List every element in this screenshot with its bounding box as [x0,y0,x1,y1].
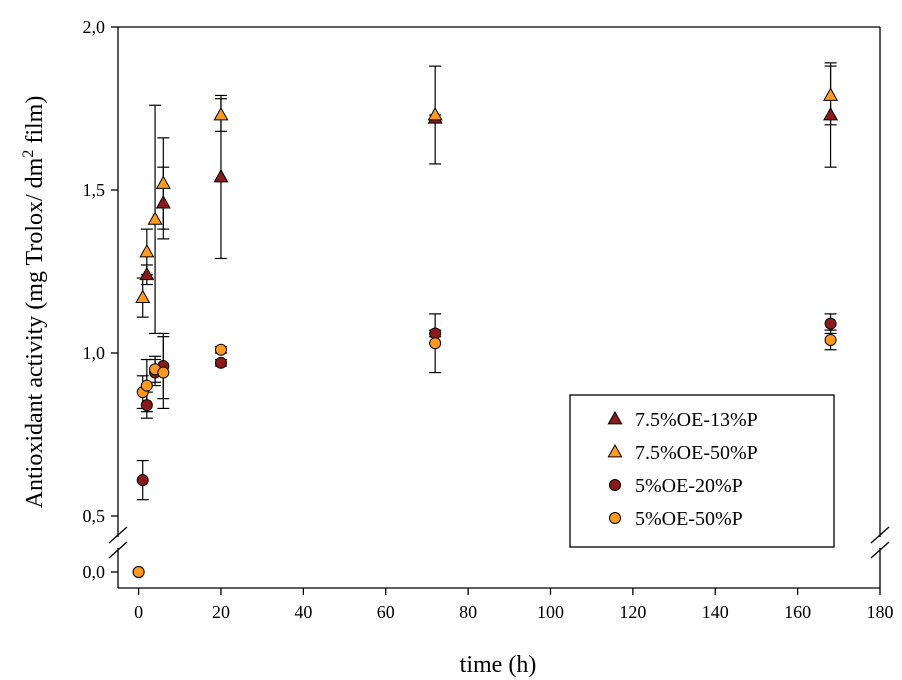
data-point-triangle [135,289,151,303]
axis-break-mark-left-a [108,526,128,544]
axis-break-mark-left-b [108,541,128,559]
x-axis-title: time (h) [460,652,537,678]
data-point-triangle [427,106,443,121]
legend-label: 5%OE-20%P [635,475,743,497]
y-tick-label: 1,0 [83,343,106,363]
data-point-circle [140,399,153,412]
data-point-triangle [155,195,171,209]
x-tick-label: 100 [537,602,564,622]
x-tick-label: 20 [212,602,230,622]
legend-marker-triangle [607,443,623,458]
data-point-circle [429,337,442,350]
legend-label: 7.5%OE-13%P [635,409,758,431]
data-point-circle [824,317,837,330]
data-point-circle [824,333,837,346]
data-point-circle [214,343,227,356]
data-point-triangle [155,175,171,189]
data-point-triangle [147,211,163,225]
x-tick-label: 140 [702,602,729,622]
x-tick-label: 120 [619,602,646,622]
x-tick-label: 40 [294,602,312,622]
x-tick-label: 160 [784,602,811,622]
y-axis-title-tail: film) [22,96,48,150]
y-axis-title-superscript: 2 [20,150,37,158]
plot-frame [108,26,890,589]
data-point-triangle [139,266,155,281]
y-axis: 0,0 0,5 1,0 1,5 2,0 [83,17,118,582]
data-point-circle [140,379,153,392]
y-tick-label: 1,5 [83,180,106,200]
x-tick-label: 80 [459,602,477,622]
data-point-triangle [823,87,839,101]
legend-marker-circle [609,512,621,524]
axis-break-mark-right-b [870,541,890,559]
legend-label: 5%OE-50%P [635,508,743,530]
data-point-triangle [213,106,229,121]
legend-label: 7.5%OE-50%P [635,442,758,464]
axis-break-mark-right-a [870,526,890,544]
data-markers [132,87,839,578]
y-axis-title: Antioxidant activity (mg Trolox/ dm2 fil… [20,96,48,509]
data-point-circle [157,366,170,379]
data-point-circle [136,474,149,487]
x-tick-label: 60 [377,602,395,622]
y-tick-label: 0,0 [83,562,106,582]
y-axis-title-main: Antioxidant activity (mg Trolox/ dm [22,157,48,508]
x-tick-label: 0 [134,602,143,622]
x-axis: 0 20 40 60 80 100 120 140 160 180 [134,588,894,622]
legend: 7.5%OE-13%P 7.5%OE-50%P 5%OE-20%P 5%OE-50%P [569,394,835,548]
y-tick-label: 2,0 [83,17,106,37]
data-point-circle [214,356,227,369]
x-tick-label: 180 [867,602,894,622]
legend-marker-circle [609,479,621,491]
y-tick-label: 0,5 [83,506,106,526]
data-point-triangle [823,106,839,121]
data-point-circle [132,566,145,578]
legend-marker-triangle [607,410,623,425]
data-point-triangle [139,243,155,258]
data-point-triangle [213,168,229,183]
